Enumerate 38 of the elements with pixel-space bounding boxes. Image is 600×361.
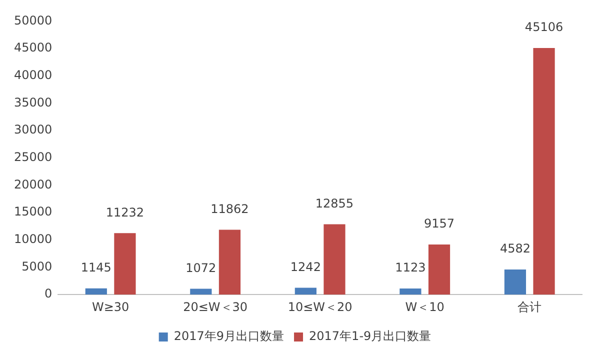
data-label: 11862 [210,202,249,216]
y-tick-label: 20000 [14,177,52,192]
bar [533,48,555,295]
y-tick-label: 35000 [14,95,52,110]
y-tick-label: 5000 [22,259,52,274]
y-tick-label: 15000 [14,204,52,219]
data-label: 1242 [290,260,321,274]
bar [114,233,136,295]
y-tick-label: 30000 [14,122,52,137]
y-tick-label: 25000 [14,150,52,164]
x-tick-label: W≥30 [92,300,130,314]
data-label: 1123 [395,260,426,275]
y-tick-label: 45000 [14,40,52,55]
x-tick-label: 20≤W＜30 [183,300,248,314]
data-label: 11232 [106,205,144,220]
x-tick-label: 10≤W＜20 [288,300,352,314]
bar [428,244,450,295]
y-tick-label: 40000 [14,68,52,82]
bar [324,224,346,295]
y-tick-label: 50000 [14,13,52,28]
bar [190,288,212,295]
bar [400,288,422,295]
bar [85,288,107,295]
y-tick-label: 10000 [14,232,52,246]
data-label: 1145 [80,260,112,274]
bar [294,288,316,295]
data-label: 4582 [500,242,530,256]
data-label: 9157 [424,216,455,231]
bar [504,270,526,295]
data-label: 1072 [186,260,216,275]
x-tick-label: W＜10 [405,300,444,314]
y-tick-label: 0 [44,286,52,301]
legend-label: 2017年1-9月出口数量 [309,329,432,344]
legend-label: 2017年9月出口数量 [174,329,284,344]
data-label: 45106 [524,20,564,34]
bar [218,230,241,295]
x-tick-label: 合计 [518,300,542,314]
data-label: 12855 [315,196,354,210]
